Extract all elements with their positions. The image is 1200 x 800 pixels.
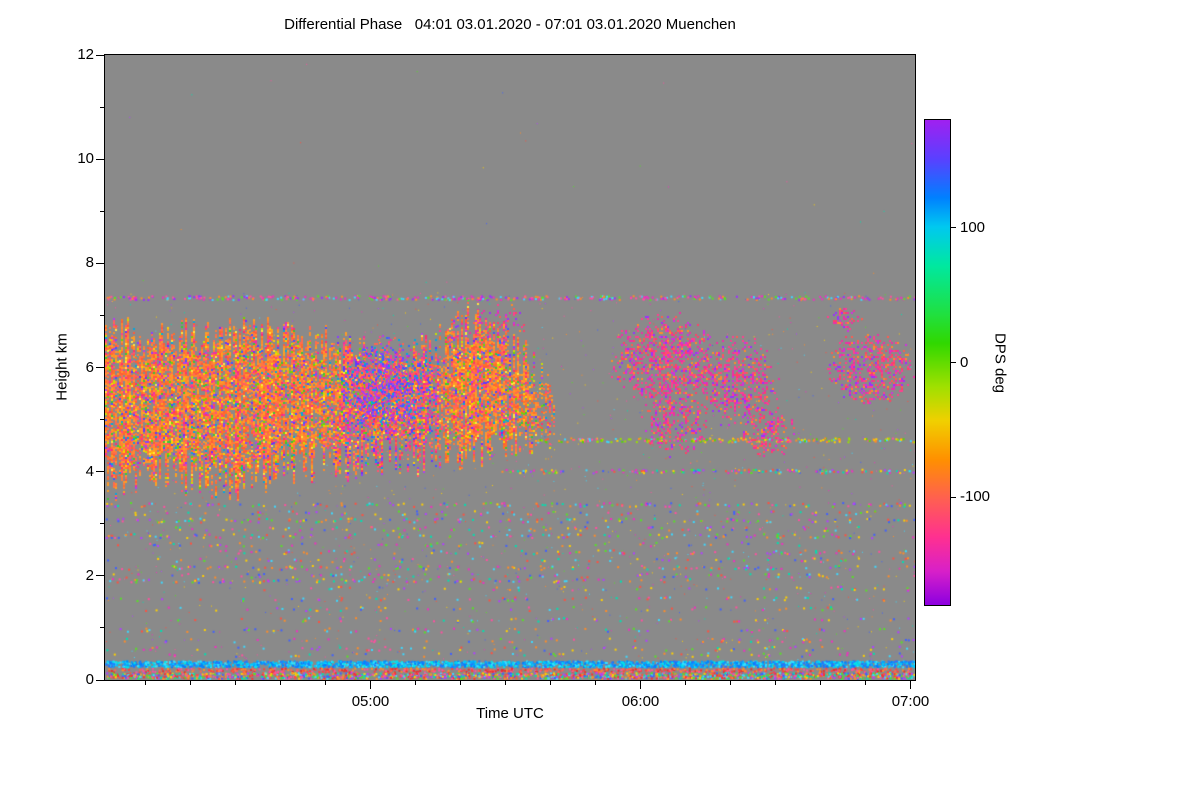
chart-title: Differential Phase 04:01 03.01.2020 - 07… <box>284 16 736 33</box>
x-minor-tick <box>145 681 146 685</box>
y-tick-label: 4 <box>85 462 94 480</box>
x-minor-tick <box>595 681 596 685</box>
y-tick <box>96 158 105 160</box>
x-minor-tick <box>415 681 416 685</box>
y-minor-tick <box>100 314 105 316</box>
y-tick <box>96 471 105 473</box>
x-minor-tick <box>325 681 326 685</box>
y-tick <box>96 367 105 368</box>
x-minor-tick <box>190 681 191 685</box>
y-minor-tick <box>100 627 105 629</box>
y-tick <box>96 679 105 681</box>
x-tick-label: 05:00 <box>351 693 390 710</box>
x-minor-tick <box>685 681 686 685</box>
x-tick <box>640 681 641 689</box>
y-tick <box>96 54 105 56</box>
x-tick <box>910 681 911 689</box>
x-minor-tick <box>865 681 866 685</box>
x-minor-tick <box>460 681 461 685</box>
colorbar <box>924 119 951 606</box>
y-tick-label: 8 <box>85 254 94 272</box>
y-tick-label: 6 <box>85 358 94 376</box>
x-tick-label: 06:00 <box>621 693 660 710</box>
x-minor-tick <box>280 681 281 685</box>
x-minor-tick <box>235 681 236 685</box>
x-axis-label: Time UTC <box>476 705 544 722</box>
colorbar-tick-label: 0 <box>960 353 969 371</box>
x-tick <box>370 681 371 689</box>
y-tick-label: 12 <box>77 46 94 63</box>
y-minor-tick <box>100 106 105 108</box>
y-tick-label: 2 <box>85 566 94 584</box>
colorbar-tick-label: 100 <box>960 218 986 236</box>
x-minor-tick <box>820 681 821 685</box>
x-tick-label: 07:00 <box>891 693 930 710</box>
y-minor-tick <box>100 210 105 212</box>
y-tick <box>96 575 105 577</box>
y-tick-label: 0 <box>85 671 94 688</box>
x-minor-tick <box>775 681 776 685</box>
heatmap-canvas <box>105 55 915 680</box>
y-minor-tick <box>100 419 105 421</box>
y-tick-label: 10 <box>77 150 94 168</box>
x-minor-tick <box>730 681 731 685</box>
y-minor-tick <box>100 523 105 525</box>
colorbar-tick <box>951 227 956 229</box>
x-minor-tick <box>505 681 506 685</box>
y-tick <box>96 262 105 264</box>
x-minor-tick <box>550 681 551 685</box>
plot-area <box>104 54 916 681</box>
colorbar-tick-label: -100 <box>960 488 991 506</box>
colorbar-tick <box>951 362 956 363</box>
colorbar-label: DPS deg <box>991 332 1009 394</box>
colorbar-tick <box>951 496 956 498</box>
